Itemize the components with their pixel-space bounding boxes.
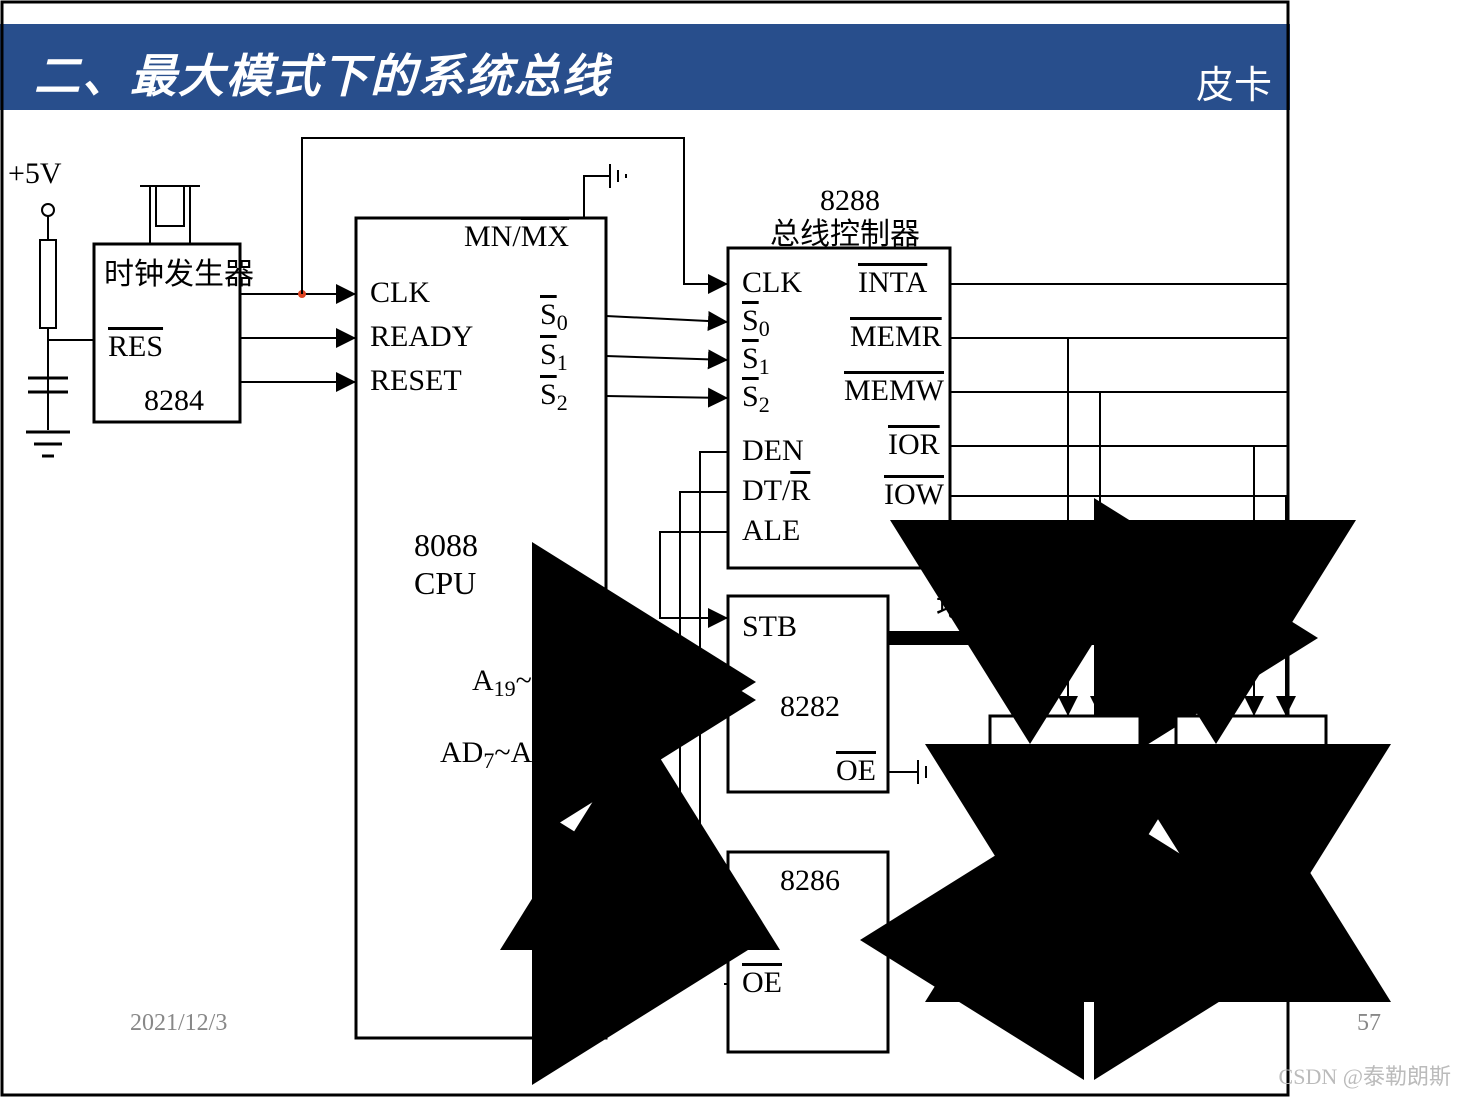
clockgen-title: 时钟发生器 xyxy=(104,258,254,291)
diagram-svg: +5V 时钟发生器 RES 8284 MN/MX CLK READY RESET… xyxy=(0,0,1461,1097)
ctrl-clk: CLK xyxy=(742,266,802,299)
footer-date: 2021/12/3 xyxy=(130,1010,227,1037)
cpu-ad7ad0: AD7~AD0 xyxy=(440,736,565,773)
ctrl-inta: INTA xyxy=(858,266,928,299)
clockgen-chip: 8284 xyxy=(144,384,204,417)
abus-label: 地址总线 xyxy=(936,590,1056,623)
ctrl-den: DEN xyxy=(742,434,804,467)
memory-label: 存储器 xyxy=(1016,748,1106,781)
ctrl-ale: ALE xyxy=(742,514,800,547)
ctrl-dtr: DT/R xyxy=(742,474,810,507)
cpu-mnmx: MN/MX xyxy=(464,220,569,253)
watermark: CSDN @泰勒朗斯 xyxy=(1279,1059,1451,1091)
io-label: I/O接口 xyxy=(1194,748,1294,781)
clockgen-res: RES xyxy=(108,330,163,363)
buf-name: 8286 xyxy=(780,864,840,897)
cpu-ready: READY xyxy=(370,320,473,353)
ctrl-memr: MEMR xyxy=(850,320,942,353)
cpu-name2: CPU xyxy=(414,565,476,601)
latch-oe: OE xyxy=(836,754,876,787)
footer-page: 57 xyxy=(1357,1010,1381,1037)
ctrl-title2: 总线控制器 xyxy=(770,218,920,251)
ctrl-title1: 8288 xyxy=(820,184,880,217)
ctrl-memw: MEMW xyxy=(844,374,945,407)
cpu-reset: RESET xyxy=(370,364,462,397)
cpu-name1: 8088 xyxy=(414,527,478,563)
buf-t: T xyxy=(742,914,760,947)
dbus-label: 数据总线 xyxy=(1100,952,1220,985)
ctrl-ior: IOR xyxy=(888,428,940,461)
latch-name: 8282 xyxy=(780,690,840,723)
plus5v-label: +5V xyxy=(8,157,62,190)
ctrl-iow: IOW xyxy=(884,478,945,511)
cpu-clk: CLK xyxy=(370,276,430,309)
latch-stb: STB xyxy=(742,610,797,643)
cpu-a19a8: A19~A8 xyxy=(472,664,565,701)
buf-oe: OE xyxy=(742,966,782,999)
